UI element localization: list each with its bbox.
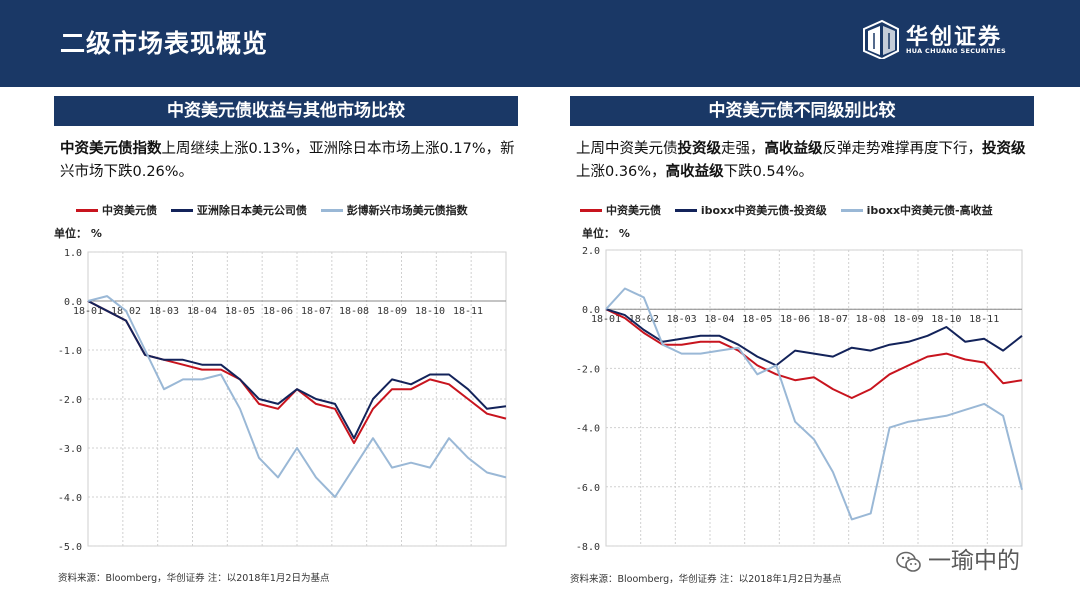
left-source-note: 资料来源：Bloomberg，华创证券 注：以2018年1月2日为基点 (58, 573, 330, 584)
right-panel: 中资美元债不同级别比较 上周中资美元债投资级走强，高收益级反弹走势难撑再度下行，… (570, 96, 1038, 585)
x-tick-label: 18-11 (453, 306, 483, 317)
x-tick-label: 18-04 (704, 314, 734, 325)
x-tick-label: 18-02 (629, 314, 659, 325)
x-tick-label: 18-03 (667, 314, 697, 325)
legend-label: 彭博新兴市场美元债指数 (346, 204, 468, 217)
legend-label: 中资美元债 (606, 204, 661, 217)
logo-name: 华创证券 (906, 25, 1003, 50)
x-tick-label: 18-07 (818, 314, 848, 325)
company-logo: 华创证券 HUA CHUANG SECURITIES (862, 19, 1032, 63)
y-tick-label: -2.0 (576, 364, 600, 375)
series-line (605, 308, 1023, 399)
legend-swatch (170, 208, 193, 212)
chart-svg: 2.0 0.0 -2.0 -4.0 -6.0 -8.0 18-01 18-02 18-03 18-… (576, 246, 1023, 553)
legend-item: 彭博新兴市场美元债指数 (320, 202, 468, 218)
x-tick-label: 18-07 (301, 306, 331, 317)
right-desc-bold: 投资级 (982, 141, 1026, 157)
x-tick-label: 18-04 (187, 306, 217, 317)
series-line (605, 308, 1023, 367)
right-desc-bold: 投资级 (677, 141, 722, 157)
y-tick-label: -3.0 (58, 444, 82, 455)
legend-label: 中资美元债 (102, 204, 157, 217)
right-desc-text: 上周中资美元债 (576, 141, 678, 157)
x-tick-label: 18-01 (73, 306, 103, 317)
x-tick-label: 18-06 (780, 314, 810, 325)
right-banner: 中资美元债不同级别比较 (570, 96, 1034, 126)
x-tick-label: 18-06 (263, 306, 293, 317)
y-tick-label: -5.0 (58, 542, 82, 553)
wechat-icon (896, 551, 921, 572)
right-desc-text: 上涨0.36%， (576, 164, 666, 180)
left-legend: 中资美元债 亚洲除日本美元公司债 彭博新兴市场美元债指数 (76, 202, 478, 218)
y-tick-label: -2.0 (58, 395, 82, 406)
y-tick-label: -6.0 (576, 483, 600, 494)
chart-svg: 1.00.0-1.0-2.0-3.0-4.0-5.018-01 18-02 18-0… (58, 248, 507, 553)
series-line (87, 300, 507, 440)
left-banner: 中资美元债收益与其他市场比较 (54, 96, 518, 126)
legend-item: 中资美元债 (580, 202, 661, 218)
series-line (605, 287, 1023, 521)
legend-item: iboxx中资美元债-投资级 (674, 202, 827, 218)
y-tick-label: -4.0 (576, 424, 600, 435)
watermark-text: 一瑜中的 (928, 548, 1020, 574)
x-tick-label: 18-09 (377, 306, 407, 317)
right-desc-bold: 高收益级 (665, 164, 724, 180)
right-description: 上周中资美元债投资级走强，高收益级反弹走势难撑再度下行，投资级上涨0.36%，高… (576, 138, 1038, 184)
x-tick-label: 18-09 (893, 314, 923, 325)
legend-swatch (674, 208, 697, 212)
legend-item: 亚洲除日本美元公司债 (170, 202, 307, 218)
right-desc-bold: 高收益级 (764, 141, 823, 157)
y-tick-label: 0.0 (582, 305, 600, 316)
x-tick-label: 18-08 (856, 314, 886, 325)
x-tick-label: 18-05 (742, 314, 772, 325)
right-source-note: 资料来源：Bloomberg，华创证券 注：以2018年1月2日为基点 (570, 574, 842, 585)
x-tick-label: 18-11 (969, 314, 999, 325)
legend-swatch (840, 208, 863, 212)
y-tick-label: 0.0 (64, 297, 82, 308)
right-desc-text: 下跌0.54%。 (723, 164, 814, 180)
legend-swatch (76, 208, 98, 212)
left-desc-text: 上周继续上涨0.13%，亚洲除日本市场上涨0.17%，新兴市场下跌0.26%。 (60, 141, 515, 180)
legend-label: 亚洲除日本美元公司债 (196, 204, 307, 217)
legend-swatch (320, 208, 343, 212)
legend-item: iboxx中资美元债-高收益 (840, 202, 993, 218)
legend-label: iboxx中资美元债-投资级 (700, 204, 827, 217)
x-tick-label: 18-03 (149, 306, 179, 317)
y-tick-label: -8.0 (576, 542, 600, 553)
logo-subtitle: HUA CHUANG SECURITIES (906, 47, 1007, 55)
legend-label: iboxx中资美元债-高收益 (866, 204, 993, 217)
x-tick-label: 18-08 (339, 306, 369, 317)
right-desc-text: 走强， (721, 141, 765, 157)
left-unit-label: 单位： % (54, 227, 102, 240)
x-tick-label: 18-05 (225, 306, 255, 317)
left-line-chart: 1.0 0.0 -1.0 -2.0 -3.0 -4.0 -5.0 18-01 18-02 18-0… (40, 238, 520, 568)
legend-item: 中资美元债 (76, 202, 157, 218)
y-tick-label: -1.0 (58, 346, 82, 357)
x-tick-label: 18-10 (415, 306, 445, 317)
watermark: 一瑜中的 (896, 541, 1020, 575)
series-line (87, 295, 507, 498)
right-line-chart: 2.0 0.0 -2.0 -4.0 -6.0 -8.0 18-01 18-02 18-03 18-… (564, 240, 1040, 562)
x-tick-label: 18-01 (591, 314, 621, 325)
y-tick-label: 1.0 (64, 248, 82, 259)
header-bar: 二级市场表现概览 华创证券 HUA CHUANG SECURITIES (0, 0, 1080, 87)
left-description: 中资美元债指数上周继续上涨0.13%，亚洲除日本市场上涨0.17%，新兴市场下跌… (60, 138, 522, 184)
left-desc-bold: 中资美元债指数 (60, 141, 162, 157)
page-title: 二级市场表现概览 (60, 29, 269, 58)
right-legend: 中资美元债 iboxx中资美元债-投资级 iboxx中资美元债-高收益 (580, 202, 1003, 218)
left-panel: 中资美元债收益与其他市场比较 中资美元债指数上周继续上涨0.13%，亚洲除日本市… (54, 96, 520, 601)
y-tick-label: -4.0 (58, 493, 82, 504)
legend-swatch (580, 208, 602, 212)
x-tick-label: 18-10 (931, 314, 961, 325)
right-unit-label: 单位： % (582, 227, 630, 240)
right-desc-text: 反弹走势难撑再度下行， (822, 141, 983, 157)
y-tick-label: 2.0 (582, 246, 600, 257)
logo-cube-icon (863, 19, 899, 59)
